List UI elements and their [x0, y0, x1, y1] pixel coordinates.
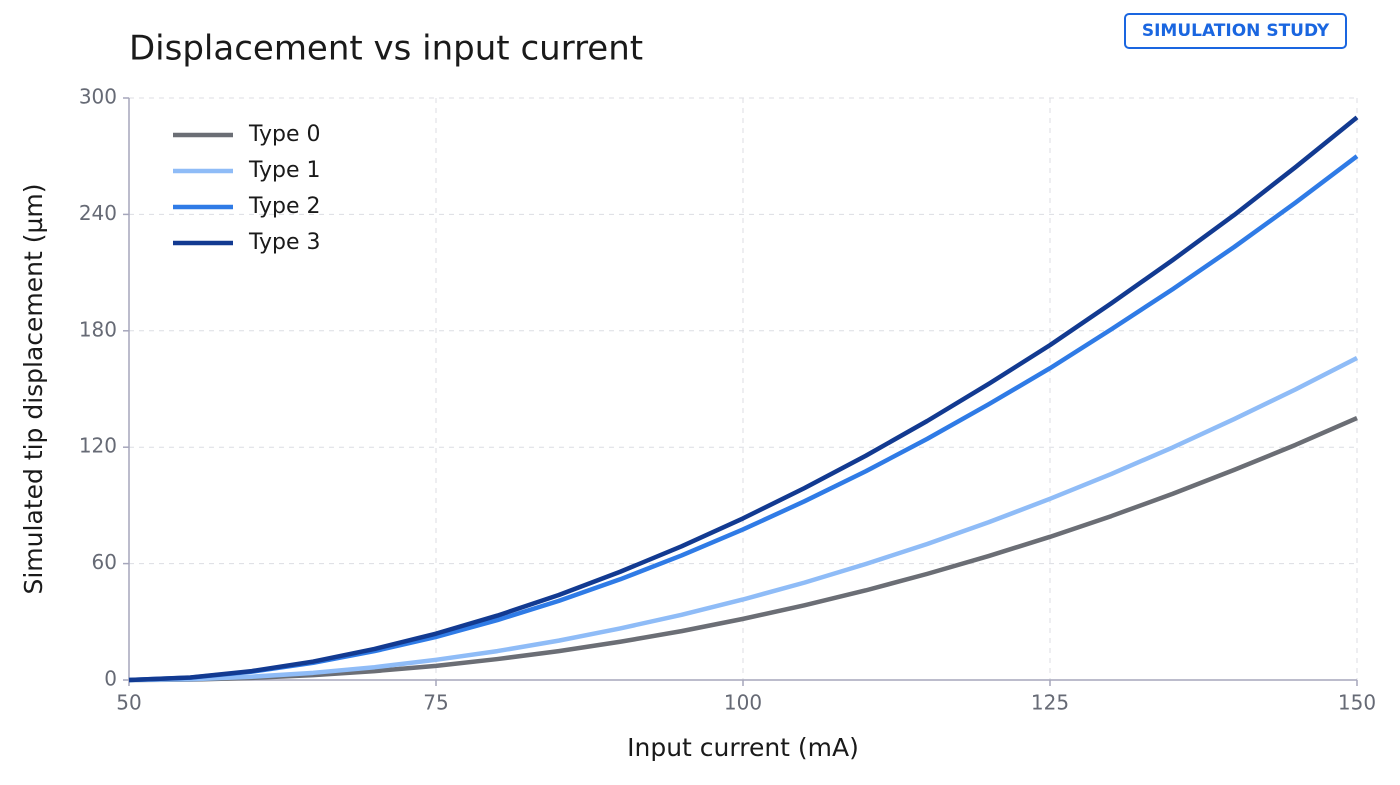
x-tick-label: 150	[1338, 691, 1376, 715]
x-tick-label: 100	[724, 691, 762, 715]
chart-title: Displacement vs input current	[129, 29, 643, 69]
y-tick-label: 240	[79, 201, 117, 225]
legend-label: Type 2	[248, 194, 321, 219]
badge-box	[1124, 13, 1347, 49]
badge: SIMULATION STUDY	[1142, 21, 1330, 41]
legend-label: Type 3	[248, 230, 321, 255]
legend-label: Type 1	[248, 158, 321, 183]
x-tick-label: 50	[116, 691, 141, 715]
x-tick-label: 75	[423, 691, 448, 715]
line-series	[128, 416, 1358, 683]
y-tick-label: 120	[79, 434, 117, 458]
line-series	[128, 355, 1359, 683]
y-tick-label: 60	[92, 550, 117, 574]
legend-label: Type 0	[248, 122, 321, 147]
x-tick-label: 125	[1031, 691, 1069, 715]
y-tick-label: 300	[79, 85, 117, 109]
y-axis-label: Simulated tip displacement (µm)	[19, 183, 48, 594]
y-tick-label: 0	[104, 667, 117, 691]
y-tick-label: 180	[79, 317, 117, 341]
line-series	[128, 115, 1359, 683]
x-axis-label: Input current (mA)	[627, 733, 859, 762]
